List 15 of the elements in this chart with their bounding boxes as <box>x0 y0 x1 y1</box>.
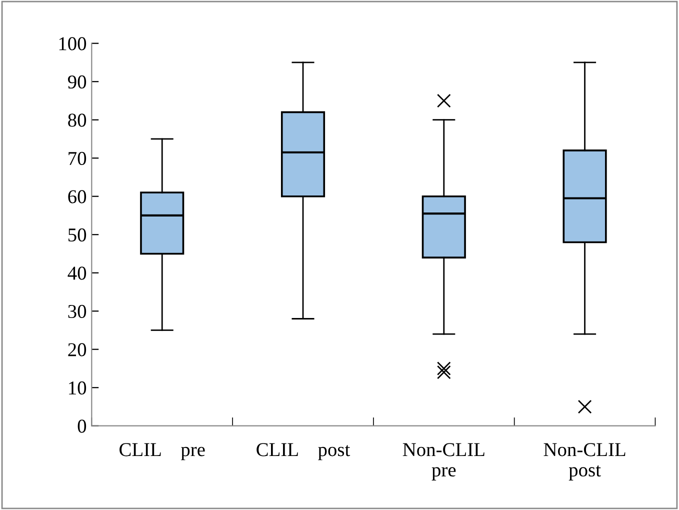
y-tick-label: 100 <box>59 37 86 50</box>
y-tick-label: 70 <box>68 152 86 166</box>
y-tick-label: 80 <box>68 114 86 127</box>
y-tick-label: 40 <box>68 266 86 280</box>
y-tick-label: 20 <box>68 343 86 356</box>
x-tick-label: CLIL pre <box>120 443 205 460</box>
x-tick-label: Non-CLIL pre <box>402 443 484 480</box>
x-tick-label: Non-CLIL post <box>544 443 626 480</box>
x-tick-label: CLIL post <box>256 443 350 460</box>
y-tick-label: 0 <box>78 420 86 433</box>
y-tick-label: 60 <box>68 190 86 204</box>
y-tick-label: 30 <box>68 304 86 318</box>
y-tick-label: 10 <box>69 381 86 395</box>
y-tick-label: 90 <box>68 75 86 89</box>
y-tick-label: 50 <box>68 228 86 242</box>
